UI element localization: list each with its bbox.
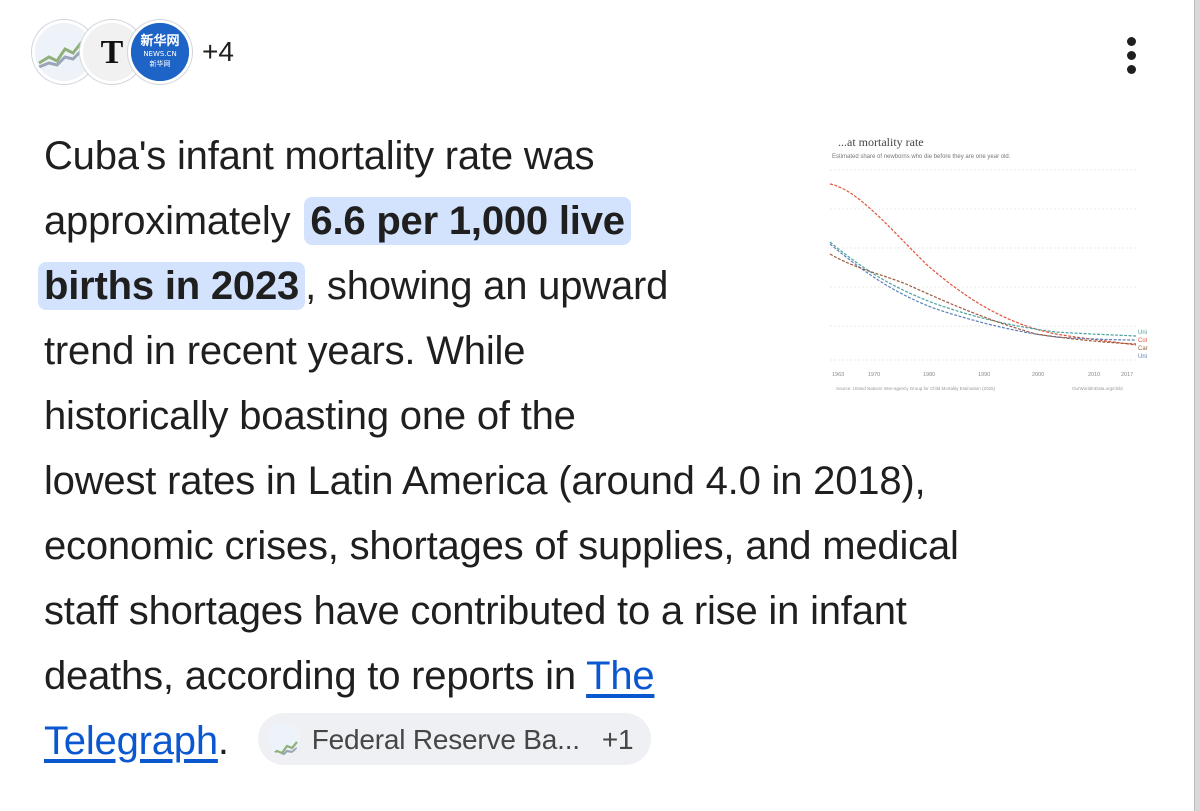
telegraph-link[interactable]: Telegraph (44, 719, 218, 763)
chart-thumbnail[interactable]: ...at mortality rate Estimated share of … (826, 124, 1156, 404)
answer-line: lowest rates in Latin America (around 4.… (44, 459, 926, 503)
source-avatars[interactable]: T 新华网 NEWS.CN 新华网 +4 (32, 20, 234, 84)
telegraph-link[interactable]: The (586, 654, 655, 698)
telegraph-logo-letter: T (101, 34, 124, 71)
highlighted-fact: 6.6 per 1,000 live (304, 197, 631, 245)
x-tick: 2010 (1088, 372, 1100, 378)
card-right-edge (1194, 0, 1200, 811)
answer-line: approximately 6.6 per 1,000 live (44, 189, 1104, 254)
xinhua-avatar[interactable]: 新华网 NEWS.CN 新华网 (128, 20, 192, 84)
answer-line: historically boasting one of the (44, 394, 576, 438)
x-tick: 2017 (1121, 372, 1133, 378)
answer-line: deaths, according to reports in The (44, 644, 1104, 709)
answer-text: Cuba's infant mortality rate was approxi… (38, 124, 1104, 774)
legend-label: Uni (1138, 330, 1147, 336)
citation-chip[interactable]: Federal Reserve Ba... +1 (257, 713, 652, 766)
answer-line: births in 2023, showing an upward (38, 254, 1104, 319)
series-line-teal (829, 241, 1137, 337)
answer-line: economic crises, shortages of supplies, … (44, 524, 959, 568)
legend-label: Car (1138, 346, 1148, 352)
answer-text-span: approximately (44, 199, 291, 243)
x-tick: 1963 (832, 372, 844, 378)
answer-line: trend in recent years. While (44, 329, 526, 373)
answer-text-span: , showing an upward (305, 264, 669, 308)
legend-label: Col (1138, 338, 1147, 344)
xinhua-logo-sub: NEWS.CN (143, 50, 176, 58)
answer-period: . (217, 719, 229, 763)
answer-line: Telegraph. Federal Reserve Ba... +1 (44, 709, 1104, 774)
xinhua-logo-text: 新华网 (140, 33, 179, 49)
x-tick: 1990 (978, 372, 990, 378)
answer-line: Cuba's infant mortality rate was (44, 134, 595, 178)
answer-text-span: deaths, according to reports in (44, 654, 576, 698)
more-options-button[interactable] (1112, 34, 1152, 78)
thumbnail-source-site: OurWorldInData.org/child (1072, 386, 1123, 391)
thumbnail-subtitle: Estimated share of newborns who die befo… (832, 154, 1011, 160)
x-axis-ticks: 1963 1970 1980 1990 2000 2010 2017 (832, 372, 1133, 378)
highlighted-fact: births in 2023 (38, 262, 306, 310)
infant-mortality-chart-image: ...at mortality rate Estimated share of … (829, 135, 1148, 391)
answer-line: staff shortages have contributed to a ri… (44, 589, 907, 633)
more-sources-count[interactable]: +4 (202, 36, 234, 67)
citation-chip-label: Federal Reserve Ba... (311, 723, 580, 755)
legend-label: Uni (1138, 354, 1147, 360)
x-tick: 1980 (923, 372, 935, 378)
xinhua-logo-icon: 新华网 NEWS.CN 新华网 (131, 23, 189, 81)
more-vert-icon (1127, 37, 1136, 46)
thumbnail-title: ...at mortality rate (838, 135, 924, 149)
x-tick: 2000 (1032, 372, 1044, 378)
series-line-red (829, 183, 1137, 346)
citation-chip-extra: +1 (601, 723, 634, 755)
gridlines (830, 169, 1136, 361)
thumbnail-source: Source: United Nations Inter-agency Grou… (836, 386, 996, 391)
series-line-blue (829, 243, 1137, 341)
series-line-brown (829, 253, 1137, 345)
line-chart-icon (267, 723, 300, 756)
xinhua-logo-tag: 新华网 (150, 59, 171, 68)
x-tick: 1970 (868, 372, 880, 378)
